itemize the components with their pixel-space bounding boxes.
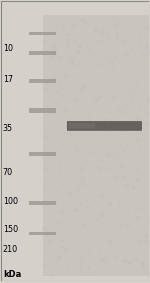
Text: 70: 70 <box>3 168 13 177</box>
Text: kDa: kDa <box>3 270 21 279</box>
Text: 210: 210 <box>3 245 18 254</box>
Text: 150: 150 <box>3 225 18 234</box>
Text: 35: 35 <box>3 124 13 133</box>
FancyBboxPatch shape <box>67 121 142 131</box>
FancyBboxPatch shape <box>29 201 56 205</box>
Text: 10: 10 <box>3 44 13 53</box>
FancyBboxPatch shape <box>29 32 56 35</box>
Text: 17: 17 <box>3 75 13 84</box>
FancyBboxPatch shape <box>69 123 95 128</box>
FancyBboxPatch shape <box>43 15 149 276</box>
FancyBboxPatch shape <box>29 232 56 235</box>
FancyBboxPatch shape <box>29 152 56 156</box>
FancyBboxPatch shape <box>29 79 56 83</box>
Text: 100: 100 <box>3 197 18 206</box>
FancyBboxPatch shape <box>29 108 56 113</box>
FancyBboxPatch shape <box>29 51 56 55</box>
